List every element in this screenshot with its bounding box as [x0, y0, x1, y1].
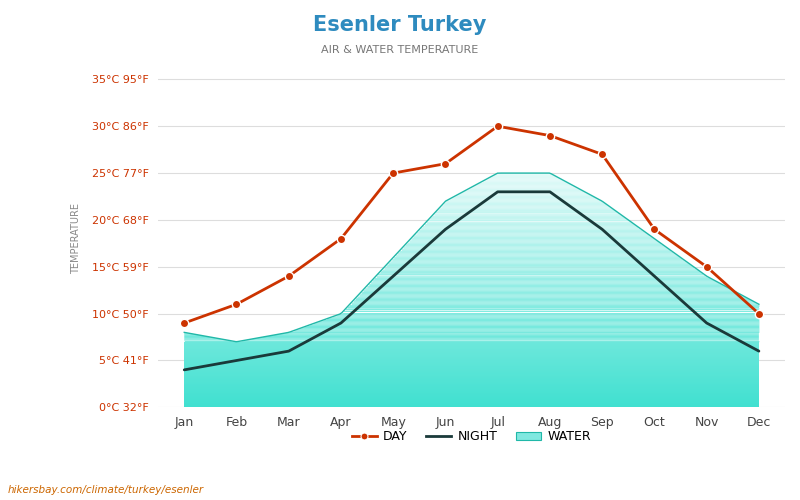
Legend: DAY, NIGHT, WATER: DAY, NIGHT, WATER: [347, 426, 596, 448]
Text: AIR & WATER TEMPERATURE: AIR & WATER TEMPERATURE: [322, 45, 478, 55]
Text: hikersbay.com/climate/turkey/esenler: hikersbay.com/climate/turkey/esenler: [8, 485, 204, 495]
Text: Esenler Turkey: Esenler Turkey: [314, 15, 486, 35]
Y-axis label: TEMPERATURE: TEMPERATURE: [71, 203, 81, 274]
